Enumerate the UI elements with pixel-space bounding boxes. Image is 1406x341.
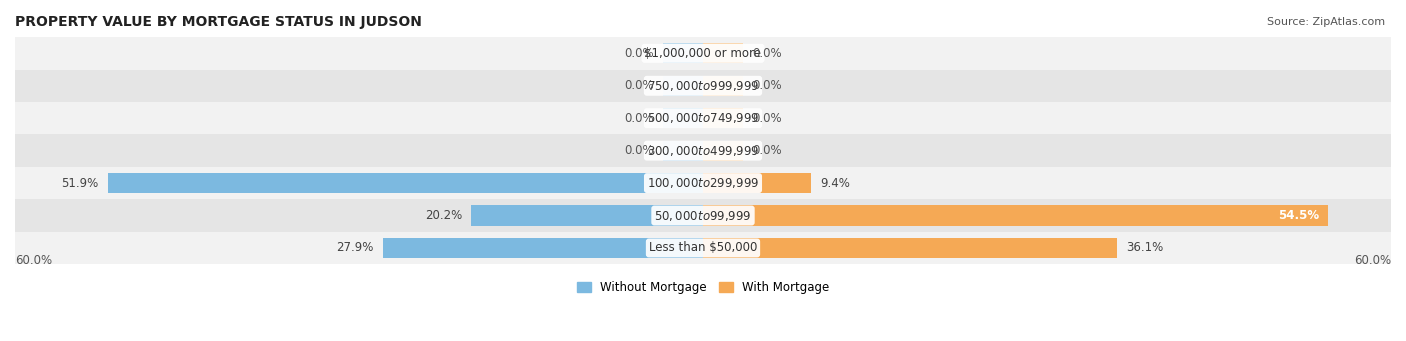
- Bar: [703, 108, 744, 128]
- Bar: [703, 238, 1116, 258]
- Bar: [15, 70, 1391, 102]
- Bar: [662, 140, 703, 161]
- Bar: [15, 232, 1391, 264]
- Bar: [471, 206, 703, 226]
- Text: $300,000 to $499,999: $300,000 to $499,999: [647, 144, 759, 158]
- Text: $100,000 to $299,999: $100,000 to $299,999: [647, 176, 759, 190]
- Bar: [15, 102, 1391, 134]
- Text: 60.0%: 60.0%: [1354, 254, 1391, 267]
- Text: Source: ZipAtlas.com: Source: ZipAtlas.com: [1267, 17, 1385, 27]
- Text: $1,000,000 or more: $1,000,000 or more: [644, 47, 762, 60]
- Text: 0.0%: 0.0%: [752, 79, 782, 92]
- Text: 0.0%: 0.0%: [624, 47, 654, 60]
- Text: Less than $50,000: Less than $50,000: [648, 241, 758, 254]
- Text: 0.0%: 0.0%: [624, 79, 654, 92]
- Text: PROPERTY VALUE BY MORTGAGE STATUS IN JUDSON: PROPERTY VALUE BY MORTGAGE STATUS IN JUD…: [15, 15, 422, 29]
- Bar: [662, 76, 703, 96]
- Text: $50,000 to $99,999: $50,000 to $99,999: [654, 209, 752, 223]
- Text: 20.2%: 20.2%: [425, 209, 463, 222]
- Text: 0.0%: 0.0%: [752, 144, 782, 157]
- Text: 0.0%: 0.0%: [624, 112, 654, 125]
- Bar: [703, 43, 744, 63]
- Bar: [15, 37, 1391, 70]
- Text: $750,000 to $999,999: $750,000 to $999,999: [647, 79, 759, 93]
- Text: 54.5%: 54.5%: [1278, 209, 1319, 222]
- Bar: [703, 76, 744, 96]
- Bar: [662, 43, 703, 63]
- Text: 9.4%: 9.4%: [820, 177, 849, 190]
- Text: 27.9%: 27.9%: [336, 241, 374, 254]
- Bar: [703, 173, 811, 193]
- Text: $500,000 to $749,999: $500,000 to $749,999: [647, 111, 759, 125]
- Bar: [108, 173, 703, 193]
- Legend: Without Mortgage, With Mortgage: Without Mortgage, With Mortgage: [572, 277, 834, 299]
- Bar: [15, 199, 1391, 232]
- Bar: [15, 134, 1391, 167]
- Bar: [15, 167, 1391, 199]
- Bar: [703, 206, 1327, 226]
- Bar: [662, 108, 703, 128]
- Text: 36.1%: 36.1%: [1126, 241, 1163, 254]
- Text: 0.0%: 0.0%: [624, 144, 654, 157]
- Text: 60.0%: 60.0%: [15, 254, 52, 267]
- Bar: [382, 238, 703, 258]
- Text: 0.0%: 0.0%: [752, 112, 782, 125]
- Text: 0.0%: 0.0%: [752, 47, 782, 60]
- Bar: [703, 140, 744, 161]
- Text: 51.9%: 51.9%: [62, 177, 98, 190]
